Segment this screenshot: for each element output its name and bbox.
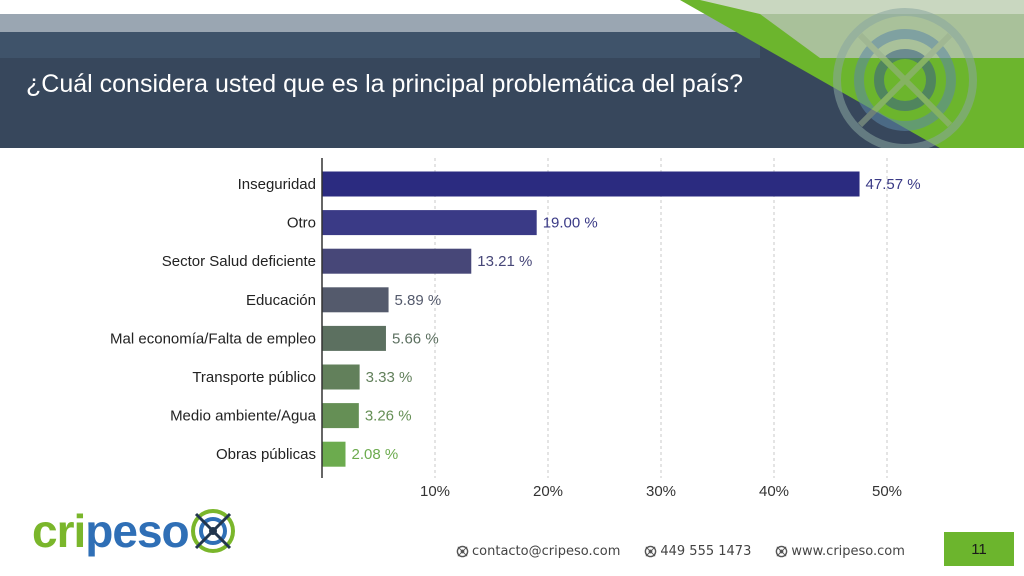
x-tick-label: 40% xyxy=(759,483,789,500)
category-label: Transporte público xyxy=(192,369,316,386)
value-label: 2.08 % xyxy=(352,446,399,463)
contact-phone-text: 449 555 1473 xyxy=(660,543,752,559)
contact-website-text: www.cripeso.com xyxy=(791,543,905,559)
value-label: 13.21 % xyxy=(477,253,532,270)
x-tick-label: 50% xyxy=(872,483,902,500)
contact-phone[interactable]: 449 555 1473 xyxy=(644,544,751,559)
bar xyxy=(322,441,346,467)
contact-website[interactable]: www.cripeso.com xyxy=(775,544,905,559)
x-axis-ticks: 10% 20% 30% 40% 50% xyxy=(420,483,902,500)
value-label: 19.00 % xyxy=(543,215,598,232)
bar-chart: Inseguridad Otro Sector Salud deficiente Ed… xyxy=(110,158,921,500)
compass-bullet-icon xyxy=(776,545,788,557)
value-label: 3.33 % xyxy=(366,369,413,386)
header-banner xyxy=(0,0,1024,160)
compass-bullet-icon xyxy=(645,545,657,557)
contact-email[interactable]: contacto@cripeso.com xyxy=(456,544,620,559)
logo-wordmark: cripeso xyxy=(32,505,190,557)
category-label: Inseguridad xyxy=(238,176,316,193)
category-label: Mal economía/Falta de empleo xyxy=(110,330,316,347)
compass-bullet-icon xyxy=(456,545,469,557)
chart-bars xyxy=(322,171,860,467)
bar xyxy=(322,403,359,429)
logo-text-green: cri xyxy=(32,505,86,557)
value-label: 3.26 % xyxy=(365,408,412,425)
value-label: 5.66 % xyxy=(392,330,439,347)
value-labels: 47.57 % 19.00 % 13.21 % 5.89 % 5.66 % 3.33 % 3… xyxy=(352,176,921,463)
bar xyxy=(322,325,386,351)
page-number: 11 xyxy=(944,532,1014,566)
bar xyxy=(322,287,389,313)
category-label: Sector Salud deficiente xyxy=(162,253,316,270)
x-tick-label: 30% xyxy=(646,483,676,500)
value-label: 5.89 % xyxy=(395,292,442,309)
value-label: 47.57 % xyxy=(866,176,921,193)
bar xyxy=(322,248,472,274)
category-label: Obras públicas xyxy=(216,446,316,463)
page-title: ¿Cuál considera usted que es la principa… xyxy=(26,70,744,98)
contact-email-text: contacto@cripeso.com xyxy=(472,543,621,559)
x-tick-label: 20% xyxy=(533,483,563,500)
bar xyxy=(322,171,860,197)
bar xyxy=(322,210,537,236)
x-tick-label: 10% xyxy=(420,483,450,500)
cripeso-logo: cripeso xyxy=(32,505,236,557)
chart-grid xyxy=(434,158,888,478)
compass-watermark-icon xyxy=(833,8,977,152)
bar xyxy=(322,364,360,390)
category-label: Medio ambiente/Agua xyxy=(170,408,317,425)
logo-compass-icon xyxy=(190,509,235,553)
footer-contacts: contacto@cripeso.com 449 555 1473 www.cr… xyxy=(456,540,905,562)
category-label: Otro xyxy=(287,215,316,232)
category-label: Educación xyxy=(246,292,316,309)
logo-text-blue: peso xyxy=(85,505,189,557)
category-labels: Inseguridad Otro Sector Salud deficiente Ed… xyxy=(110,176,317,463)
